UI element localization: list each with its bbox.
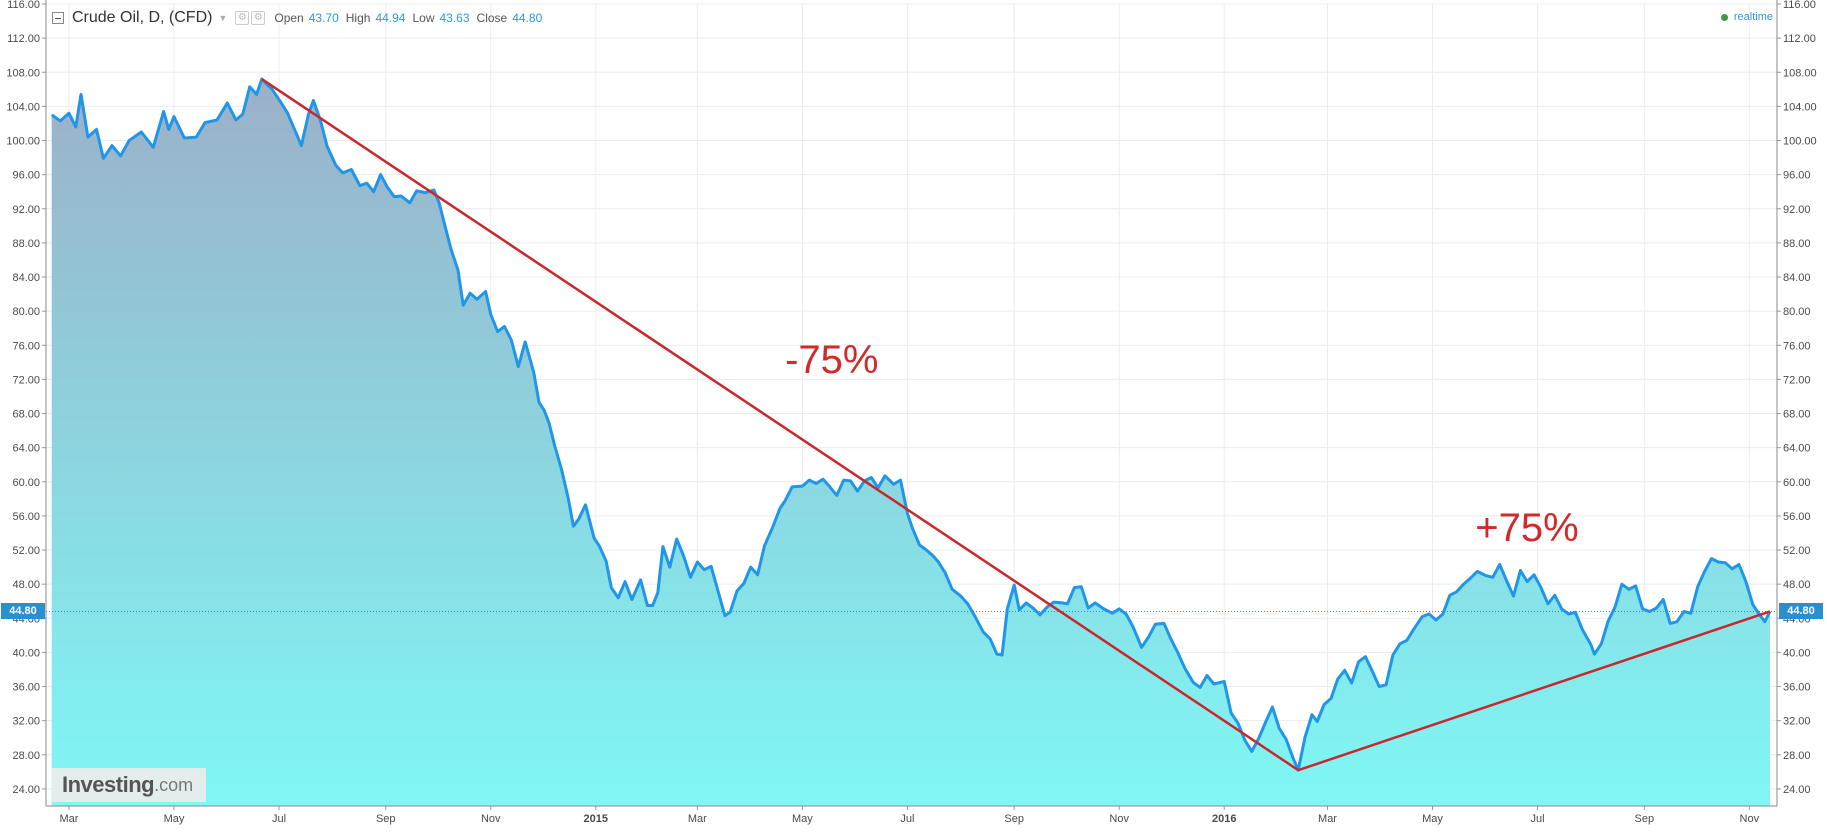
y-tick-label-right: 104.00 (1783, 101, 1817, 113)
x-tick-label: 2015 (584, 813, 608, 825)
y-tick-label-left: 100.00 (6, 136, 40, 148)
y-tick-label-right: 36.00 (1783, 682, 1811, 694)
chevron-down-icon[interactable]: ▼ (218, 13, 228, 23)
x-tick-label: Mar (59, 813, 78, 825)
x-tick-label: Sep (1635, 813, 1655, 825)
open-label: Open (274, 11, 304, 25)
investing-logo[interactable]: Investing .com (52, 768, 206, 802)
x-tick-label: Mar (688, 813, 707, 825)
x-tick-label: Jul (272, 813, 286, 825)
y-tick-label-left: 36.00 (12, 682, 40, 694)
price-area (51, 79, 1771, 807)
y-tick-label-left: 64.00 (12, 443, 40, 455)
y-tick-label-left: 96.00 (12, 170, 40, 182)
y-tick-label-left: 84.00 (12, 272, 40, 284)
y-tick-label-left: 72.00 (12, 374, 40, 386)
y-tick-label-left: 68.00 (12, 409, 40, 421)
y-tick-label-left: 112.00 (7, 33, 40, 45)
x-tick-label: Nov (1109, 813, 1129, 825)
y-tick-label-right: 116.00 (1783, 0, 1816, 11)
x-tick-label: Sep (376, 813, 396, 825)
y-tick-label-left: 116.00 (7, 0, 40, 11)
y-tick-label-left: 92.00 (12, 204, 40, 216)
open-value: 43.70 (308, 11, 339, 25)
x-tick-label: Jul (1531, 813, 1545, 825)
price-line (50, 77, 1772, 772)
x-tick-label: Sep (1004, 813, 1024, 825)
y-tick-label-right: 88.00 (1783, 238, 1811, 250)
close-label: Close (476, 11, 508, 25)
x-tick-label: Nov (1740, 813, 1760, 825)
y-tick-label-right: 28.00 (1783, 750, 1811, 762)
high-label: High (345, 11, 371, 25)
chart-header: Crude Oil, D, (CFD) ▼ ⚙ ⚙ Open 43.70 Hig… (52, 7, 542, 29)
y-tick-label-left: 40.00 (12, 647, 40, 659)
x-tick-label: 2016 (1212, 813, 1236, 825)
y-tick-label-right: 100.00 (1783, 136, 1817, 148)
last-price-tag-right: 44.80 (1779, 603, 1823, 620)
y-tick-label-left: 108.00 (6, 67, 40, 79)
y-tick-label-right: 72.00 (1783, 374, 1811, 386)
y-tick-label-left: 104.00 (6, 101, 40, 113)
y-tick-label-right: 60.00 (1783, 477, 1811, 489)
symbol-label[interactable]: Crude Oil, D, (CFD) (72, 9, 213, 26)
x-tick-label: May (1422, 813, 1443, 825)
close-value: 44.80 (512, 11, 543, 25)
settings-icon[interactable]: ⚙ (251, 11, 266, 25)
y-tick-label-right: 48.00 (1783, 579, 1811, 591)
y-tick-label-left: 28.00 (12, 750, 40, 762)
collapse-icon[interactable] (52, 12, 64, 24)
y-tick-label-right: 92.00 (1783, 204, 1811, 216)
y-tick-label-right: 112.00 (1783, 33, 1816, 45)
trendline (261, 78, 1299, 772)
y-tick-label-right: 40.00 (1783, 647, 1811, 659)
realtime-indicator: realtime (1720, 11, 1773, 23)
x-tick-label: May (164, 813, 185, 825)
y-tick-label-right: 68.00 (1783, 409, 1811, 421)
y-tick-label-left: 48.00 (12, 579, 40, 591)
y-tick-label-left: 76.00 (12, 340, 40, 352)
gear-icon[interactable]: ⚙ (235, 11, 250, 25)
logo-main-text: Investing (62, 772, 155, 797)
low-value: 43.63 (439, 11, 470, 25)
x-tick-label: Nov (481, 813, 501, 825)
y-tick-label-left: 56.00 (12, 511, 40, 523)
y-tick-label-right: 24.00 (1783, 784, 1811, 796)
y-tick-label-left: 32.00 (12, 716, 40, 728)
y-tick-label-right: 80.00 (1783, 306, 1811, 318)
low-label: Low (412, 11, 435, 25)
y-tick-label-right: 56.00 (1783, 511, 1811, 523)
y-tick-label-right: 52.00 (1783, 545, 1811, 557)
y-tick-label-right: 32.00 (1783, 716, 1811, 728)
decline-annotation: -75% (785, 338, 879, 383)
y-tick-label-right: 96.00 (1783, 170, 1811, 182)
x-tick-label: Jul (900, 813, 914, 825)
y-tick-label-left: 88.00 (12, 238, 40, 250)
y-tick-label-right: 84.00 (1783, 272, 1811, 284)
recovery-annotation: +75% (1475, 505, 1579, 550)
y-tick-label-left: 60.00 (12, 477, 40, 489)
x-tick-label: May (792, 813, 813, 825)
realtime-label: realtime (1733, 11, 1773, 23)
y-tick-label-right: 76.00 (1783, 340, 1811, 352)
logo-sub-text: .com (154, 774, 194, 795)
last-price-tag-left: 44.80 (1, 603, 45, 620)
trendline (1297, 610, 1771, 772)
y-tick-label-left: 24.00 (12, 784, 40, 796)
x-tick-label: Mar (1318, 813, 1337, 825)
status-dot-icon (1720, 13, 1728, 21)
y-tick-label-left: 52.00 (12, 545, 40, 557)
y-tick-label-left: 80.00 (12, 306, 40, 318)
high-value: 44.94 (375, 11, 406, 25)
y-tick-label-right: 108.00 (1783, 67, 1817, 79)
y-tick-label-right: 64.00 (1783, 443, 1811, 455)
